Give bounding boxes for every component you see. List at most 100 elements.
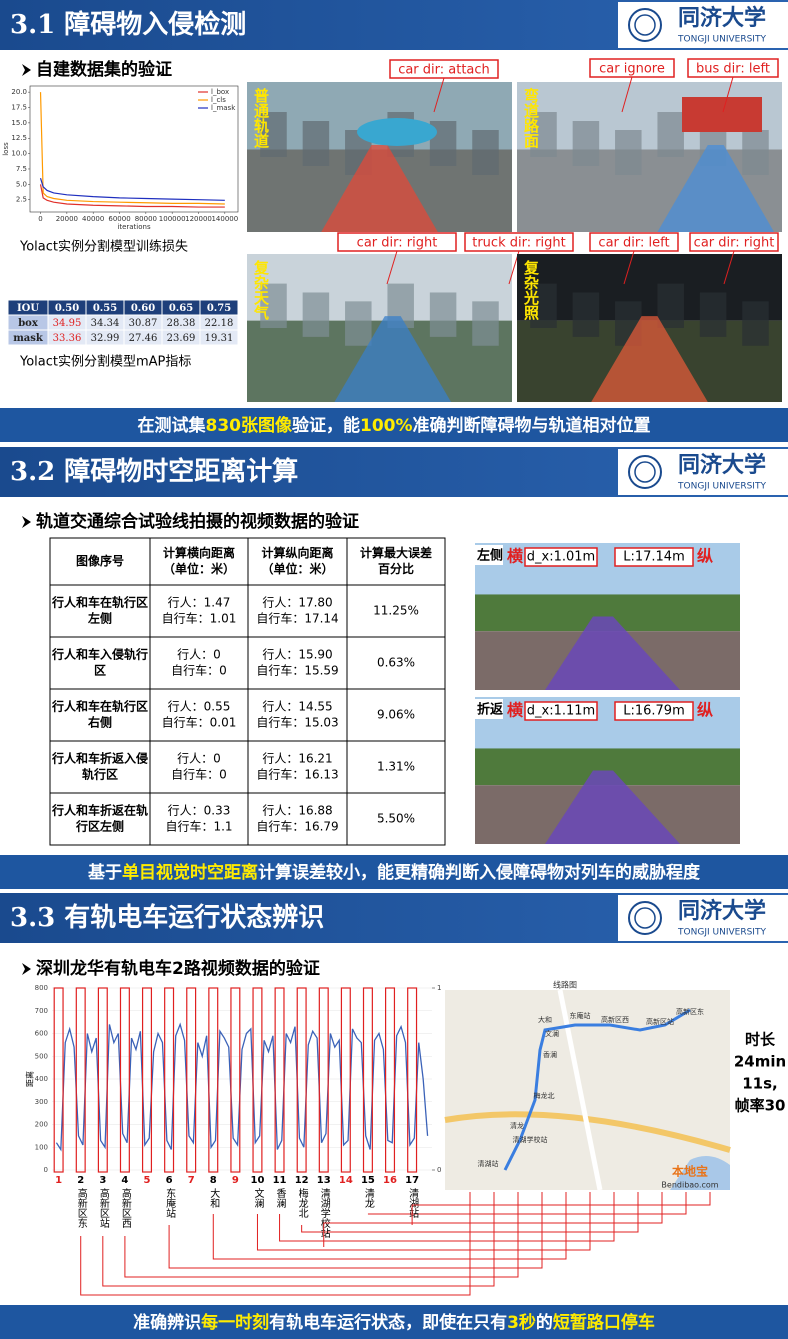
table-text: 自行车：0 (171, 663, 227, 678)
table-text: 自行车：1.1 (165, 819, 232, 834)
x-tick-label: 120000 (185, 215, 212, 223)
table-text: 30.87 (129, 318, 158, 329)
logo-english: TONGJI UNIVERSITY (677, 928, 766, 938)
photo-building (260, 112, 287, 157)
callout-text: truck dir: right (472, 236, 566, 251)
connector (301, 1192, 639, 1233)
stop-label: 10 (251, 1175, 265, 1186)
x-tick-label: 60000 (108, 215, 130, 223)
station-label: 清龙 (362, 1187, 374, 1208)
legend-label: l_box (211, 88, 229, 96)
table-text: 34.95 (53, 318, 82, 329)
map-label: 清湖学校站 (513, 1135, 548, 1144)
station-label: 文澜 (252, 1187, 264, 1208)
banner-segment: 在测试集 (137, 415, 206, 436)
map-label: 清湖站 (478, 1159, 499, 1168)
stop-box (230, 987, 241, 1173)
photo-building (302, 292, 330, 337)
table-text: 0.60 (131, 303, 155, 314)
caption: Yolact实例分割模型mAP指标 (19, 354, 191, 370)
logo-seal-inner (634, 907, 656, 929)
logo-seal (628, 455, 662, 489)
photo-track (545, 770, 680, 844)
image-label: 弯道路面 (522, 87, 540, 149)
table-text: 轨行区 (82, 767, 118, 782)
loss-line (39, 184, 225, 208)
x-tick-label: 100000 (159, 215, 186, 223)
subtitle: 深圳龙华有轨电车2路视频数据的验证 (36, 958, 320, 979)
table-text: 自行车：0.01 (162, 715, 237, 730)
plot-frame (29, 85, 239, 213)
y-tick-label: 12.5 (11, 134, 27, 142)
stop-box (119, 987, 130, 1173)
y2-tick-label: 1 (437, 984, 441, 992)
stop-box (340, 987, 351, 1173)
y-tick-label: 7.5 (16, 165, 27, 173)
banner-segment: 单目视觉时空距离 (122, 862, 258, 883)
stop-label: 6 (166, 1175, 173, 1186)
map-road (557, 989, 603, 1191)
table-text: 自行车：15.59 (256, 663, 338, 678)
x-tick-label: 20000 (56, 215, 78, 223)
table-text: mask (13, 333, 44, 344)
table-text: 行人：0 (177, 648, 221, 662)
station-label: 香澜 (274, 1188, 286, 1208)
stop-box (75, 987, 86, 1173)
table-text: 行人和车在轨行区 (51, 595, 148, 610)
banner-segment: 验证，能 (292, 415, 360, 436)
map-label: 香澜 (543, 1050, 557, 1059)
y-tick-label: 10.0 (11, 150, 27, 158)
table-text: 0.65 (169, 303, 193, 314)
table-text: 自行车：16.79 (256, 819, 338, 834)
x-tick-label: 40000 (82, 215, 104, 223)
station-label: 清湖站 (407, 1187, 419, 1219)
table-text: 自行车：1.01 (162, 611, 237, 626)
photo-building (260, 283, 287, 328)
callout-pointer (621, 76, 633, 113)
connector (124, 1192, 519, 1278)
banner-segment: 每一时刻 (201, 1312, 269, 1333)
table-text: 行人：0.55 (168, 700, 231, 714)
table-text: 34.34 (91, 318, 120, 329)
image-label: 折返 (477, 702, 503, 718)
bullet (22, 963, 31, 975)
banner-text: 基于单目视觉时空距离计算误差较小，能更精确判断入侵障碍物对列车的威胁程度 (87, 862, 701, 883)
map-bg (445, 990, 730, 1190)
table-text: 11.25% (373, 604, 419, 618)
table-text: 行人和车入侵轨行 (51, 647, 148, 662)
connector (256, 1192, 591, 1251)
legend-label: l_cls (211, 96, 226, 104)
stop-label: 16 (383, 1175, 397, 1186)
y-tick-label: 20.0 (11, 88, 27, 96)
table-text: 28.38 (167, 318, 196, 329)
station-label: 高新区东 (75, 1187, 87, 1228)
banner-segment: 准确辨识 (133, 1312, 201, 1333)
stop-label: 12 (295, 1175, 309, 1186)
callout-pointer (386, 250, 398, 285)
stop-label: 3 (99, 1175, 106, 1186)
table-text: 计算最大误差 (360, 545, 432, 560)
side-note: 时长 (745, 1031, 776, 1049)
table-text: 行人：16.21 (262, 752, 332, 766)
table-text: 自行车：17.14 (256, 611, 338, 626)
image-label-bg (475, 699, 503, 719)
y-tick-label: 800 (35, 984, 48, 992)
photo-track (334, 316, 452, 402)
table-text: 9.06% (377, 708, 415, 722)
stop-box (385, 987, 396, 1173)
stop-label: 15 (361, 1175, 375, 1186)
connector (411, 1192, 711, 1225)
table-text: 32.99 (91, 333, 120, 344)
stop-label: 4 (121, 1175, 128, 1186)
y-tick-label: 200 (35, 1121, 48, 1129)
table-text: 19.31 (205, 333, 234, 344)
lateral-label: 横 (507, 701, 524, 720)
banner-segment: 基于 (87, 862, 122, 883)
stop-label: 8 (210, 1175, 217, 1186)
section-title: 3.1 障碍物入侵检测 (10, 9, 246, 40)
photo-building (429, 292, 457, 337)
stop-box (141, 987, 153, 1173)
y-tick-label: 100 (35, 1143, 48, 1151)
distance-l: L:16.79m (623, 704, 685, 719)
station-label: 清湖学校站 (318, 1187, 330, 1239)
